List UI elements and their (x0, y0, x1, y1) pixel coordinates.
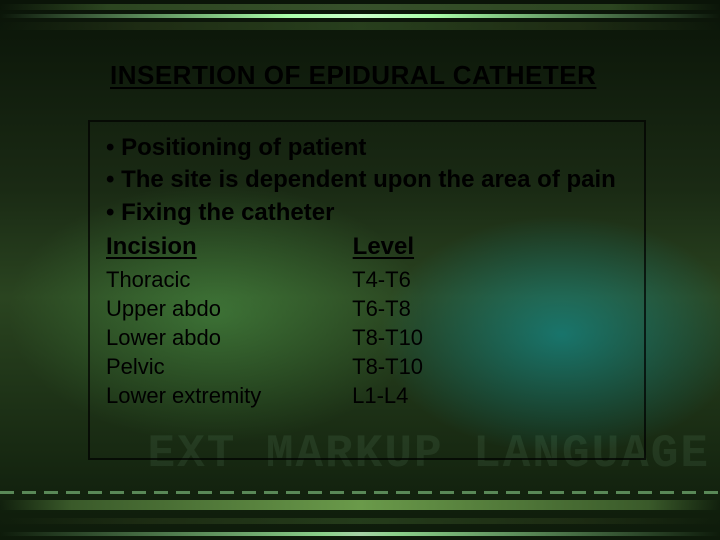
cell-level: L1-L4 (352, 381, 408, 410)
table-row: Lower extremity L1-L4 (106, 381, 634, 410)
cell-level: T8-T10 (352, 352, 423, 381)
page-title: INSERTION OF EPIDURAL CATHETER (110, 60, 596, 91)
header-incision: Incision (106, 233, 346, 261)
decor-bar (0, 491, 720, 494)
bullet-item: • The site is dependent upon the area of… (106, 164, 634, 196)
table-row: Lower abdo T8-T10 (106, 323, 634, 352)
cell-incision: Lower extremity (106, 381, 346, 410)
decor-bar (0, 518, 720, 524)
table-rows: Thoracic T4-T6 Upper abdo T6-T8 Lower ab… (106, 265, 634, 410)
table-row: Thoracic T4-T6 (106, 265, 634, 294)
decor-bar (0, 532, 720, 536)
decor-top-bars (0, 0, 720, 40)
table-headers: Incision Level (106, 233, 634, 261)
cell-incision: Lower abdo (106, 323, 346, 352)
bullet-text: Positioning of patient (121, 134, 366, 161)
decor-bar (0, 500, 720, 510)
bullet-text: The site is dependent upon the area of p… (121, 166, 616, 193)
decor-bar (0, 22, 720, 30)
bullet-list: • Positioning of patient • The site is d… (106, 132, 634, 229)
table-row: Upper abdo T6-T8 (106, 294, 634, 323)
decor-bar (0, 4, 720, 10)
cell-level: T8-T10 (352, 323, 423, 352)
cell-level: T6-T8 (352, 294, 411, 323)
decor-bar (0, 14, 720, 18)
cell-incision: Upper abdo (106, 294, 346, 323)
cell-level: T4-T6 (352, 265, 411, 294)
cell-incision: Pelvic (106, 352, 346, 381)
content-box: • Positioning of patient • The site is d… (88, 120, 646, 460)
decor-bottom-bars (0, 480, 720, 540)
table-row: Pelvic T8-T10 (106, 352, 634, 381)
cell-incision: Thoracic (106, 265, 346, 294)
bullet-text: Fixing the catheter (121, 199, 334, 226)
bullet-item: • Positioning of patient (106, 132, 634, 164)
bullet-item: • Fixing the catheter (106, 197, 634, 229)
header-level: Level (353, 233, 414, 261)
